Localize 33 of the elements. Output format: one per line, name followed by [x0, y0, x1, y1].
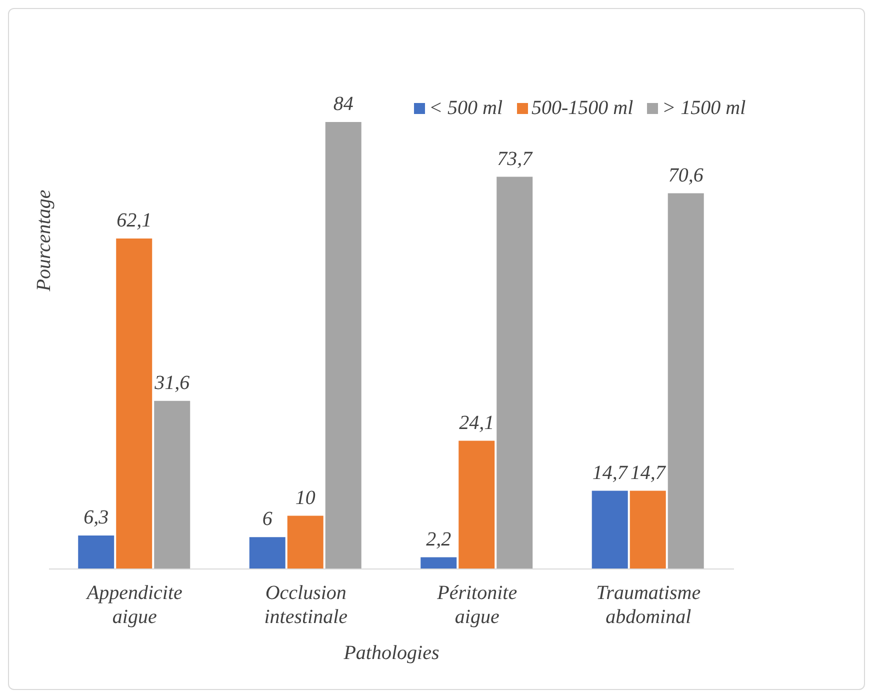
bar — [154, 400, 190, 569]
bar — [630, 490, 666, 569]
legend-label: > 1500 ml — [661, 97, 746, 120]
x-tick-label: Péritonite aigue — [436, 582, 518, 628]
data-label: 84 — [333, 93, 354, 115]
data-label: 31,6 — [154, 372, 190, 394]
data-label: 62,1 — [116, 210, 152, 232]
data-label: 6,3 — [84, 506, 109, 528]
data-label: 14,7 — [630, 462, 666, 484]
data-label: 6 — [262, 508, 272, 530]
bar — [496, 176, 533, 569]
data-label: 73,7 — [497, 148, 534, 170]
x-tick-label: Occlusion intestinale — [264, 582, 348, 628]
bar — [458, 440, 495, 569]
bar — [668, 193, 704, 569]
bar — [116, 238, 152, 569]
bar — [420, 557, 457, 569]
data-label: 2,2 — [426, 528, 452, 550]
data-label: 14,7 — [592, 462, 628, 484]
y-axis-title: Pourcentage — [34, 189, 56, 291]
data-label: 24,1 — [459, 412, 494, 434]
x-tick-label: Appendicite aigue — [84, 582, 182, 628]
legend-label: < 500 ml — [428, 97, 502, 120]
legend-label: 500-1500 ml — [530, 97, 634, 120]
bar — [325, 122, 362, 569]
data-label: 70,6 — [668, 164, 704, 186]
bar — [592, 490, 628, 569]
x-tick-label: Traumatisme abdominal — [596, 582, 701, 628]
bar — [249, 537, 286, 569]
data-label: 10 — [295, 486, 316, 509]
bar — [78, 535, 114, 569]
bar — [287, 516, 324, 569]
x-axis-title: Pathologies — [342, 642, 440, 664]
